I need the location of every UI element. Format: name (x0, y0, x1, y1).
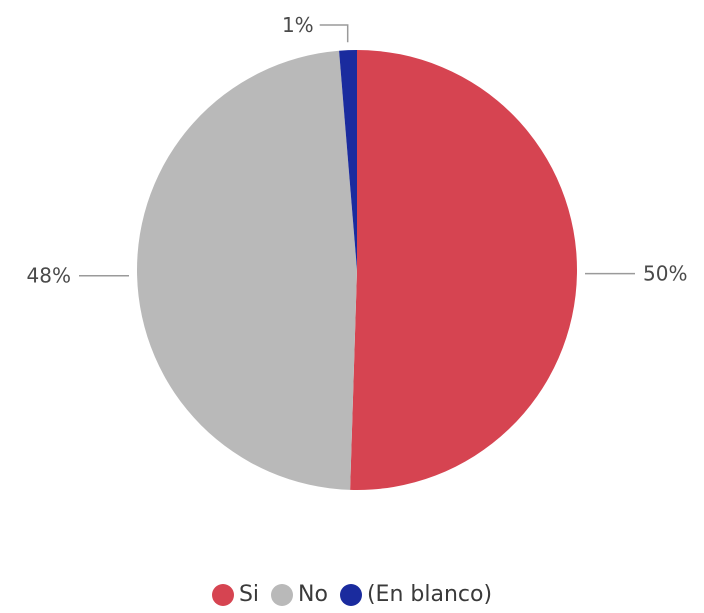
legend-label-no: No (298, 582, 328, 607)
legend-item-no[interactable]: No (271, 582, 328, 607)
data-label-en-blanco: 1% (282, 13, 314, 37)
legend-swatch-si (211, 583, 234, 606)
pie-slice-no[interactable] (137, 50, 357, 490)
pie-chart-svg: 50% 48% 1% (27, 13, 688, 490)
data-labels: 50% 48% 1% (27, 13, 688, 288)
data-label-no: 48% (27, 264, 71, 288)
legend-item-en-blanco[interactable]: (En blanco) (339, 582, 493, 607)
legend-swatch-en-blanco (339, 583, 362, 606)
legend-label-en-blanco: (En blanco) (366, 582, 493, 607)
pie-slice-en-blanco[interactable] (339, 50, 357, 270)
data-label-si: 50% (643, 262, 687, 286)
pie-slices (137, 49, 578, 490)
leader-line-en-blanco (319, 24, 349, 43)
legend-swatch-no (271, 583, 294, 606)
leader-lines (79, 24, 635, 277)
legend-label-si: Si (238, 582, 260, 607)
pie-slice-si[interactable] (350, 49, 578, 490)
legend: Si No (En blanco) (0, 582, 704, 607)
legend-item-si[interactable]: Si (211, 582, 260, 607)
